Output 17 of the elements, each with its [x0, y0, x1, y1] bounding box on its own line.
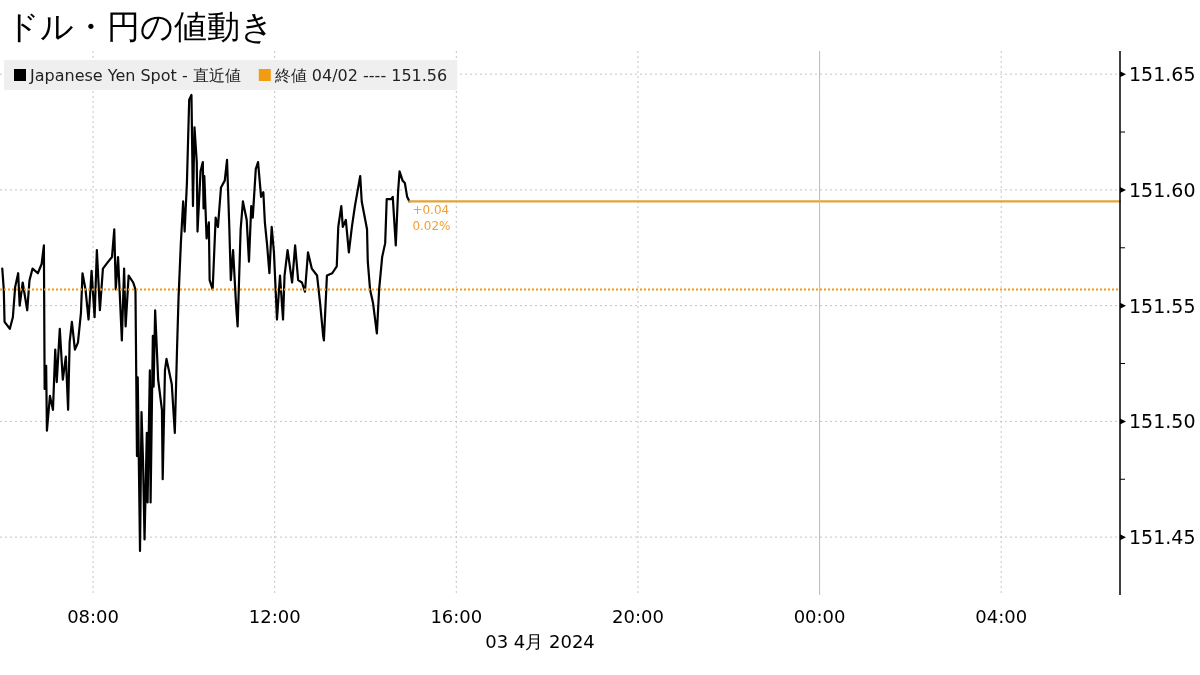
x-label: 03 4月 2024 [485, 630, 595, 652]
legend-label: 終値 04/02 ---- 151.56 [273, 65, 448, 85]
title: ドル・円の値動き [6, 7, 274, 46]
x-tick-label: 12:00 [248, 605, 301, 627]
x-tick-label: 00:00 [793, 605, 846, 627]
y-tick-label: 151.50 [1129, 410, 1196, 433]
x-tick-label: 04:00 [975, 605, 1028, 627]
y-tick-label: 151.55 [1129, 294, 1196, 317]
y-tick-label: 151.60 [1129, 178, 1196, 201]
y-tick-label: 151.65 [1129, 63, 1196, 86]
x-tick-label: 16:00 [430, 605, 483, 627]
legend-label: Japanese Yen Spot - 直近値 [29, 65, 241, 85]
x-tick-label: 20:00 [612, 605, 664, 627]
y-tick-label: 151.45 [1129, 526, 1196, 549]
annotation: 0.02% [412, 219, 451, 234]
annotation: +0.04 [412, 203, 450, 218]
x-tick-label: 08:00 [67, 605, 120, 627]
